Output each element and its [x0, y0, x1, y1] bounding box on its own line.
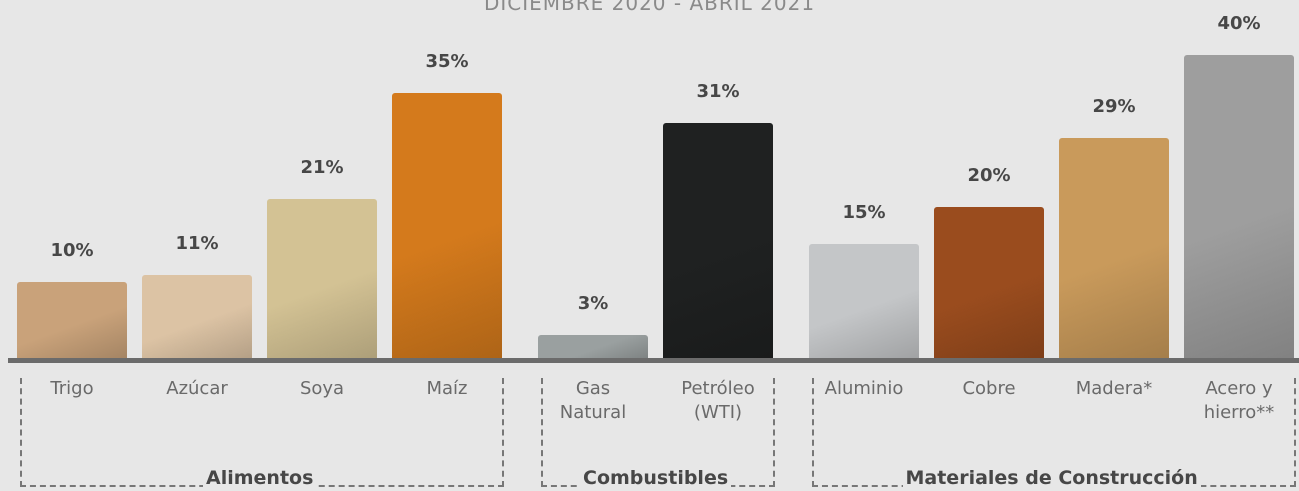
value-label: 21% — [300, 156, 344, 178]
bar — [934, 206, 1044, 358]
bar — [1184, 55, 1294, 358]
group-label: Materiales de Construcción — [902, 467, 1201, 489]
value-label: 20% — [967, 164, 1011, 186]
x-tick-label: Gas Natural — [559, 378, 627, 423]
group-label: Combustibles — [580, 467, 732, 489]
bar — [663, 123, 773, 358]
bar — [17, 282, 127, 358]
bar — [267, 198, 377, 358]
bar — [538, 335, 648, 358]
x-tick-label: Petróleo (WTI) — [681, 378, 755, 423]
baseline — [8, 358, 1299, 363]
value-label: 10% — [50, 240, 94, 262]
chart-subtitle: DICIEMBRE 2020 - ABRIL 2021 — [483, 0, 816, 15]
x-tick-label: Soya — [299, 378, 345, 399]
bar — [142, 274, 252, 358]
x-tick-label: Aluminio — [824, 378, 904, 399]
bar — [1059, 138, 1169, 358]
value-label: 31% — [696, 81, 740, 103]
bar — [392, 92, 502, 358]
x-tick-label: Trigo — [50, 378, 94, 399]
value-label: 29% — [1092, 96, 1136, 118]
x-tick-label: Acero y hierro** — [1203, 378, 1275, 423]
x-tick-label: Cobre — [962, 378, 1016, 399]
value-label: 35% — [425, 50, 469, 72]
x-tick-label: Azúcar — [166, 378, 228, 399]
x-tick-label: Madera* — [1075, 378, 1153, 399]
bar — [809, 244, 919, 358]
value-label: 40% — [1217, 13, 1261, 34]
value-label: 15% — [842, 202, 886, 224]
value-label: 11% — [175, 232, 219, 254]
x-tick-label: Maíz — [426, 378, 468, 399]
group-label: Alimentos — [203, 467, 317, 489]
value-label: 3% — [577, 293, 609, 315]
